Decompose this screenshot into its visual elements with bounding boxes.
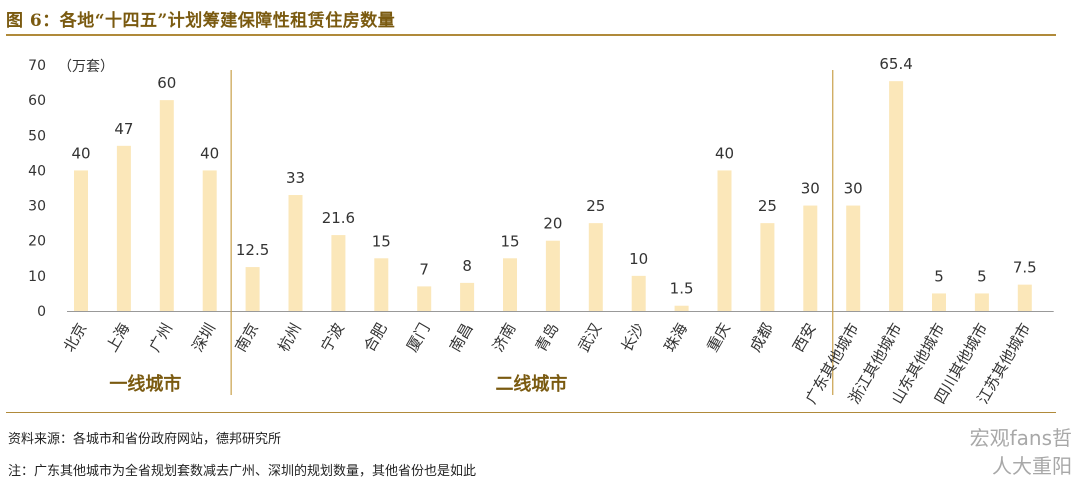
bar: [202, 170, 217, 311]
data-label: 21.6: [322, 209, 355, 227]
bar-chart: 0 10 20 30 40 50 60 70 （万套） 40 北京 47 上海 60 广州 40 深圳 12.5 南…: [28, 55, 1054, 407]
y-axis-label: （万套）: [58, 59, 114, 75]
data-label: 30: [844, 180, 863, 198]
x-tick-label: 杭州: [274, 320, 305, 355]
data-label: 40: [715, 144, 734, 162]
x-tick-label: 广州: [146, 320, 177, 355]
data-label: 1.5: [670, 280, 694, 298]
bar: [159, 100, 174, 312]
bar: [74, 170, 88, 311]
data-label: 7: [419, 260, 429, 278]
bar: [717, 170, 732, 311]
data-label: 25: [758, 197, 777, 215]
data-label: 15: [500, 232, 519, 250]
x-tick-label: 珠海: [660, 320, 691, 355]
bar: [503, 258, 517, 311]
y-tick-label: 70: [28, 58, 46, 74]
group-label: 二线城市: [495, 373, 567, 395]
bar: [803, 205, 818, 311]
bar: [288, 195, 303, 311]
x-tick-label: 北京: [60, 320, 91, 355]
x-tick-label: 厦门: [403, 320, 434, 355]
bar: [1017, 284, 1032, 311]
data-label: 40: [200, 144, 219, 162]
y-tick-label: 0: [37, 304, 46, 320]
data-label: 25: [586, 197, 605, 215]
bar: [846, 205, 861, 311]
bar: [588, 223, 603, 311]
watermark-line-1: 宏观fans哲: [969, 426, 1072, 450]
data-label: 12.5: [236, 241, 269, 259]
bar: [631, 275, 646, 311]
x-tick-label: 合肥: [360, 320, 391, 355]
bar: [374, 258, 389, 311]
y-tick-label: 50: [28, 128, 46, 144]
bar: [932, 293, 946, 311]
top-rule: [6, 34, 1056, 36]
data-label: 5: [977, 267, 987, 285]
y-tick-label: 30: [28, 199, 46, 215]
bar: [245, 267, 260, 311]
bar: [460, 282, 475, 311]
x-tick-label: 武汉: [575, 320, 606, 355]
y-tick-label: 60: [28, 93, 46, 109]
watermark-line-2: 人大重阳: [992, 454, 1072, 478]
x-tick-label: 西安: [789, 320, 820, 355]
bar: [974, 293, 989, 311]
y-tick-label: 10: [28, 269, 46, 285]
data-label: 7.5: [1013, 259, 1037, 277]
source-note: 资料来源：各城市和省份政府网站，德邦研究所: [8, 432, 282, 447]
data-label: 65.4: [879, 55, 912, 73]
x-tick-label: 成都: [746, 320, 777, 355]
data-label: 33: [286, 169, 305, 187]
x-tick-label: 长沙: [618, 320, 649, 355]
bar: [331, 235, 346, 311]
data-label: 8: [462, 257, 472, 275]
y-tick-label: 40: [28, 163, 46, 179]
bar: [116, 145, 131, 311]
x-tick-label: 重庆: [703, 320, 734, 355]
y-tick-label: 20: [28, 234, 46, 250]
data-label: 47: [114, 120, 133, 138]
data-label: 5: [934, 267, 944, 285]
footnote: 注：广东其他城市为全省规划套数减去广州、深圳的规划数量，其他省份也是如此: [8, 464, 477, 479]
x-tick-label: 上海: [103, 320, 134, 355]
data-label: 15: [372, 232, 391, 250]
x-tick-label: 深圳: [189, 320, 220, 355]
data-label: 60: [157, 74, 176, 92]
data-label: 20: [543, 215, 562, 233]
bar: [889, 81, 904, 311]
x-tick-label: 济南: [489, 320, 520, 355]
x-tick-label: 宁波: [317, 320, 348, 355]
data-label: 30: [801, 180, 820, 198]
bar: [545, 240, 560, 311]
bar: [760, 223, 775, 311]
x-tick-label: 南昌: [446, 320, 477, 355]
bottom-rule: [6, 412, 1056, 413]
data-label: 10: [629, 250, 648, 268]
x-tick-label: 南京: [231, 320, 262, 355]
watermark: 宏观fans哲 人大重阳: [970, 424, 1072, 480]
bar: [674, 305, 689, 311]
group-label: 一线城市: [109, 373, 181, 395]
figure-title: 图 6：各地“十四五”计划筹建保障性租赁住房数量: [6, 11, 396, 31]
bar: [417, 286, 432, 311]
data-label: 40: [71, 144, 90, 162]
x-tick-label: 青岛: [532, 320, 563, 355]
